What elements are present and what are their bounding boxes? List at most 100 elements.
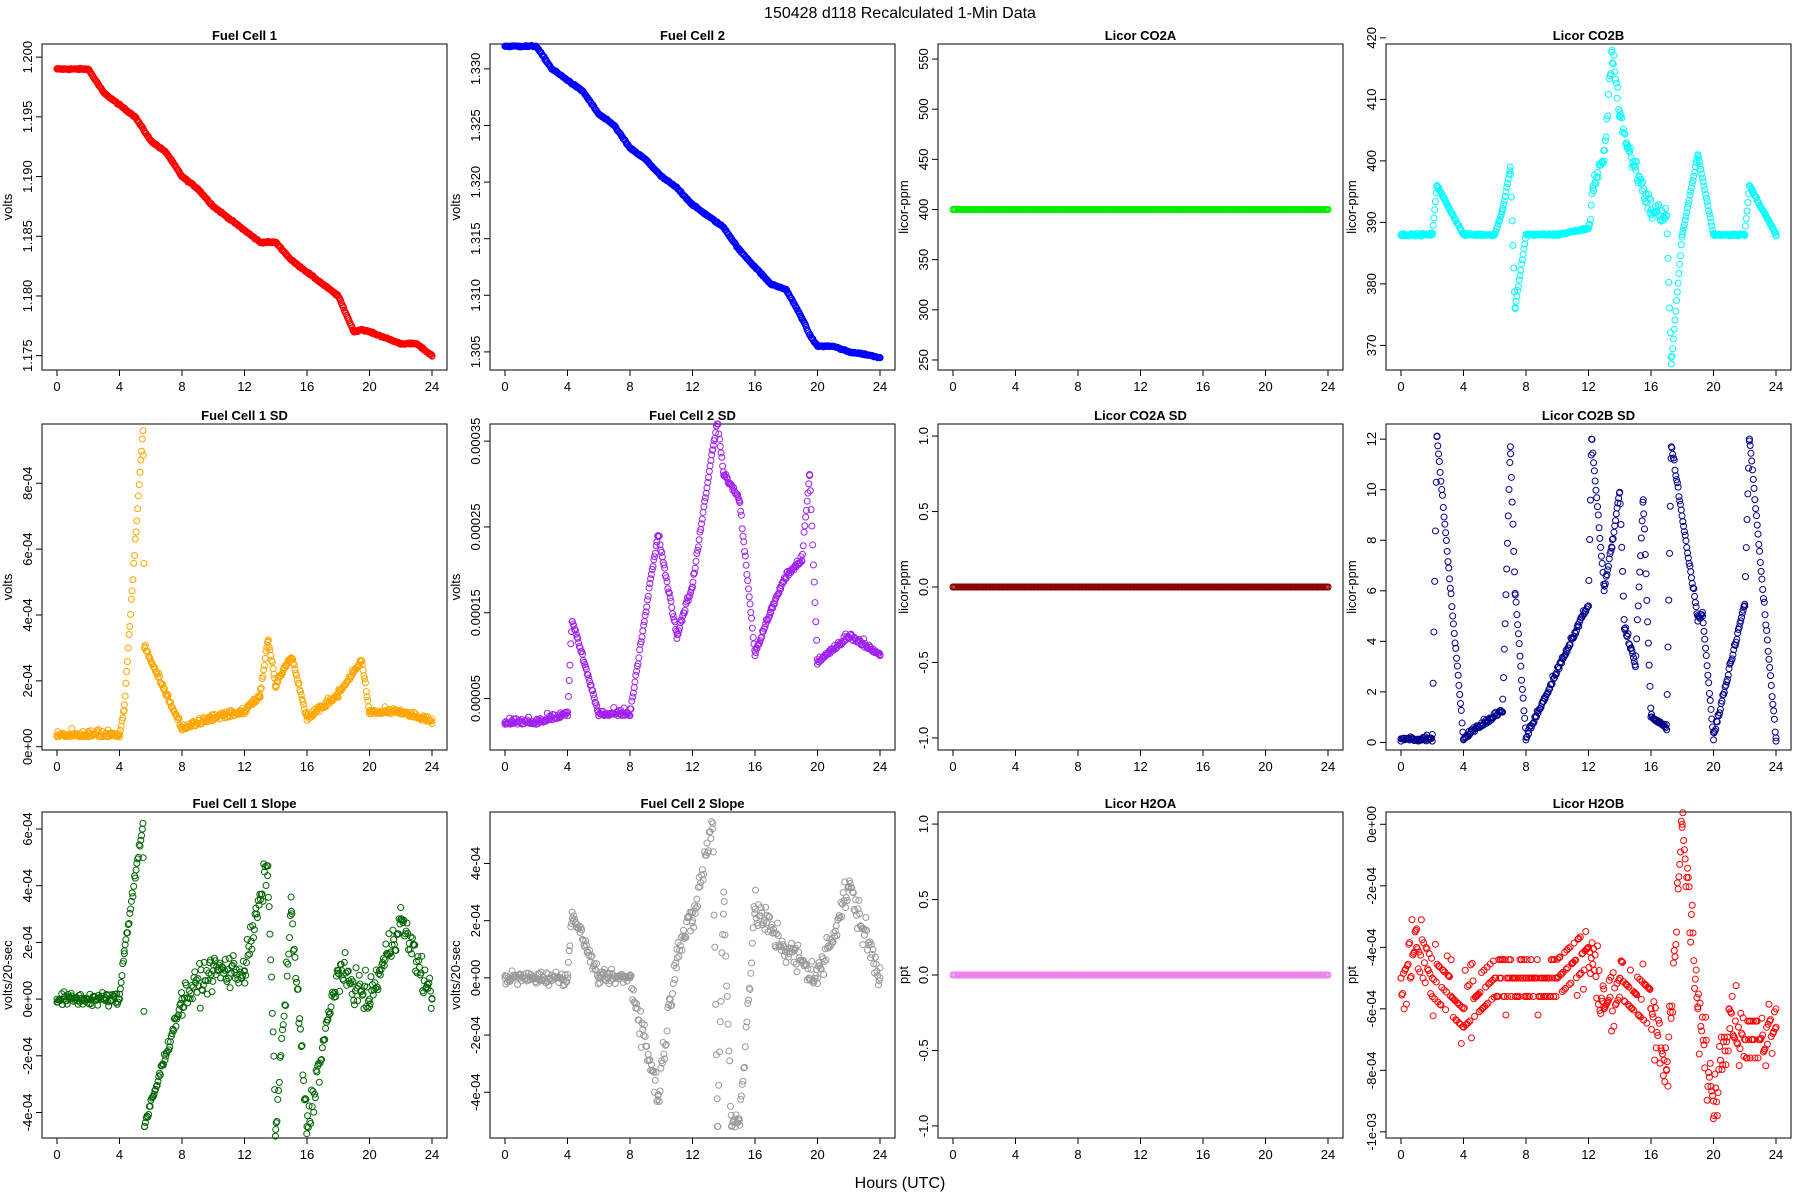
data-point-key [1585, 225, 1592, 233]
data-point [862, 913, 870, 921]
data-point [230, 959, 238, 967]
data-point [268, 1009, 276, 1017]
panel-co2bsd: Licor CO2B SD0 4 8 12 16 20 24024681012licor-p… [1344, 408, 1792, 774]
y-tick-label: 0e+00 [20, 728, 35, 765]
data-point [423, 980, 431, 988]
data-point-key [709, 446, 717, 454]
data-point [1644, 190, 1652, 198]
data-point [854, 905, 862, 913]
data-point [808, 957, 816, 965]
y-tick-label: 1.0 [916, 427, 931, 445]
y-axis-label: licor-ppm [1344, 180, 1359, 233]
data-point-key [358, 657, 366, 665]
data-point [340, 304, 348, 312]
data-point-key [412, 340, 420, 348]
data-point-key [595, 974, 603, 982]
data-point-key [1741, 602, 1749, 610]
data-point [802, 961, 810, 969]
data-point [248, 945, 256, 953]
data-point [265, 903, 273, 911]
data-point [1640, 525, 1648, 533]
data-point [1431, 527, 1439, 535]
data-point [1700, 627, 1708, 635]
data-point-key [84, 995, 92, 1003]
data-point [1520, 707, 1528, 715]
data-point [1438, 486, 1446, 494]
data-point [358, 991, 366, 999]
x-tick-label: 4 [1012, 1147, 1019, 1162]
data-point [1590, 459, 1598, 467]
data-point-key [241, 226, 248, 234]
data-point [1767, 672, 1775, 680]
data-point [1443, 547, 1451, 555]
data-point [1446, 575, 1454, 583]
data-point [1744, 490, 1752, 498]
data-point [135, 481, 143, 489]
data-point [1768, 693, 1776, 701]
y-tick-label: 6e-04 [20, 812, 35, 845]
data-point-key [1772, 737, 1780, 745]
data-point [119, 714, 127, 722]
data-point [1583, 603, 1591, 611]
data-point-key [1624, 145, 1632, 153]
data-point [1601, 146, 1609, 154]
y-tick-label: 550 [916, 48, 931, 70]
data-point [1518, 685, 1526, 693]
data-point-key [657, 172, 665, 180]
x-tick-label: 16 [748, 1147, 762, 1162]
data-point [174, 714, 182, 722]
data-point [672, 959, 680, 967]
data-point [1449, 612, 1457, 620]
data-point [244, 951, 252, 959]
y-axis-label: volts [448, 573, 463, 600]
data-point-key [287, 256, 295, 264]
data-point [675, 953, 683, 961]
data-point [804, 965, 812, 973]
data-point [1628, 647, 1636, 655]
data-point [1601, 580, 1609, 588]
data-point [795, 948, 803, 956]
data-point [300, 700, 308, 708]
data-point [705, 847, 713, 855]
data-point [262, 882, 270, 890]
data-point [1705, 210, 1713, 218]
data-point [1691, 592, 1699, 600]
data-point [693, 549, 701, 557]
data-point [1626, 144, 1634, 152]
data-point [565, 947, 573, 955]
data-point [272, 1119, 280, 1127]
series-points [949, 206, 1332, 214]
data-point [1619, 592, 1627, 600]
data-point-key [1710, 736, 1717, 744]
data-point [563, 978, 571, 986]
data-point [126, 909, 134, 917]
data-point [584, 948, 592, 956]
x-tick-label: 20 [362, 379, 376, 394]
data-point [267, 651, 275, 659]
data-point [216, 959, 224, 967]
panel-fc2: Fuel Cell 20 4 8 12 16 20 241.3051.3101.3151.3… [448, 28, 896, 394]
data-point [155, 669, 163, 677]
data-point [640, 1021, 648, 1029]
data-point [716, 435, 724, 443]
data-point [816, 962, 824, 970]
data-point [680, 926, 687, 934]
data-point [243, 935, 251, 943]
data-point [802, 513, 810, 521]
data-point-key [1647, 713, 1655, 721]
data-point [1666, 329, 1674, 337]
data-point-key [1511, 304, 1519, 312]
y-axis-label: volts/20-sec [448, 940, 463, 1010]
data-point [564, 692, 572, 700]
data-point-key [1553, 231, 1561, 239]
data-point [587, 953, 595, 961]
data-point [677, 933, 685, 941]
data-point [366, 1000, 374, 1008]
data-point [1742, 215, 1750, 223]
data-point [1729, 651, 1737, 659]
data-point [1637, 534, 1645, 542]
data-point [692, 557, 700, 565]
y-tick-label: 8e-04 [20, 467, 35, 500]
data-point [699, 508, 707, 516]
data-point [582, 937, 590, 945]
